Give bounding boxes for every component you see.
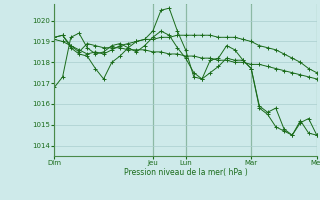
X-axis label: Pression niveau de la mer( hPa ): Pression niveau de la mer( hPa ) (124, 168, 247, 177)
